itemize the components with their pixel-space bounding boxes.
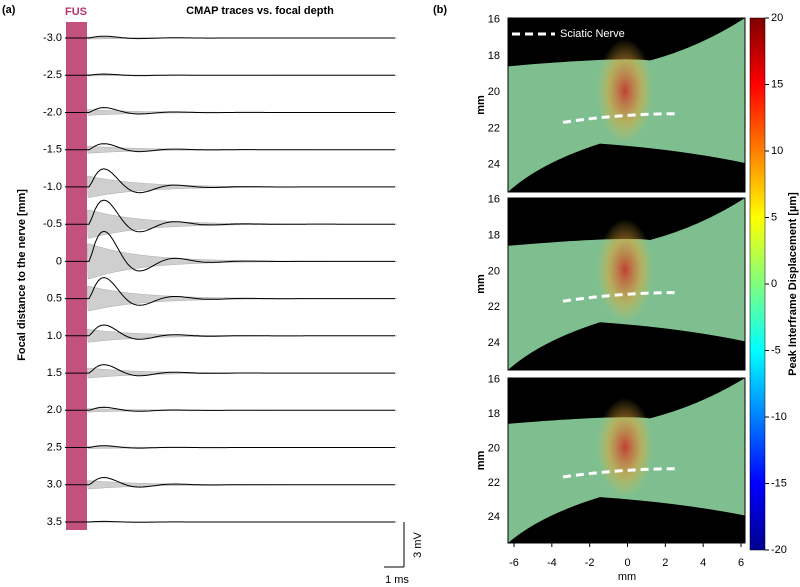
y-tick-label: 16 [488,374,500,386]
trace [65,520,395,523]
trace-label: 2.0 [47,404,62,416]
traces: -3.0 -2.5 -2.0 -1.5 -1.0 -0.5 0 0.5 1.0 1.5 2.0 2.5… [43,32,398,528]
trace [65,199,395,233]
trace [65,445,395,449]
colorbar-tick-label: -10 [771,411,787,423]
nerve-line [562,291,679,303]
trace-label: 1.5 [47,367,62,379]
trace-label: -1.0 [43,181,62,193]
y-tick-label: 22 [488,122,500,134]
y-tick-label: 22 [488,301,500,313]
trace [65,107,395,115]
x-tick-label: 6 [738,557,744,569]
y-tick-label: 18 [488,230,500,242]
trace [65,73,395,77]
trace [65,276,395,306]
hotspot [597,38,653,144]
hotspot [597,218,653,322]
trace-label: -3.0 [43,32,62,44]
trace-label: 3.5 [47,516,62,528]
nerve-line [562,467,679,479]
scale-label: 3 mV [412,532,424,558]
x-tick-label: 0 [624,557,630,569]
legend-label: Sciatic Nerve [560,28,625,40]
trace [65,143,395,153]
x-tick-label: 4 [700,557,706,569]
trace-label: -2.0 [43,106,62,118]
colorbar-tick-label: -15 [771,477,787,489]
stimulus-label: FUS [65,6,87,18]
nerve-line [562,112,679,124]
y-tick-label: 24 [488,159,500,171]
x-axis-label: mm [618,571,636,583]
y-tick-label: 24 [488,511,500,523]
panel-label: (a) [2,4,16,16]
trace-label: 1.0 [47,330,62,342]
trace-label: -1.5 [43,144,62,156]
y-tick-label: 22 [488,477,500,489]
y-axis-label: Focal distance to the nerve [mm] [16,189,28,361]
colorbar [749,17,766,551]
y-tick-label: 18 [488,408,500,420]
image-frame [507,377,746,544]
trace-label: 2.5 [47,441,62,453]
x-tick-label: -6 [509,557,519,569]
trace [65,35,395,40]
colorbar-tick-label: 20 [771,12,783,24]
scale-label: 1 ms [385,574,409,586]
y-tick-label: 16 [488,194,500,206]
colorbar-tick-label: 15 [771,78,783,90]
x-tick-label: 2 [662,557,668,569]
colorbar-tick-label: -5 [771,344,781,356]
y-axis-label: mm [475,95,487,115]
hotspot [597,397,653,497]
trace-label: 0 [56,255,62,267]
trace [65,230,395,272]
panel-label: (b) [433,4,447,16]
images: mm1618202224mm1618202224mm1618202224Scia… [475,12,787,569]
colorbar-tick-label: 10 [771,145,783,157]
trace [65,324,395,340]
colorbar-tick-label: 0 [771,278,777,290]
trace [65,406,395,412]
trace-label: 3.0 [47,479,62,491]
image-frame [507,17,746,193]
trace [65,364,395,377]
y-tick-label: 24 [488,337,500,349]
colorbar-tick-label: -20 [771,544,787,556]
trace-label: -2.5 [43,69,62,81]
trace-label: -0.5 [43,218,62,230]
x-tick-label: -2 [585,557,595,569]
x-tick-label: -4 [547,557,557,569]
y-tick-label: 18 [488,50,500,62]
image-frame [507,197,746,371]
trace [65,168,395,194]
trace-label: 0.5 [47,293,62,305]
y-tick-label: 20 [488,442,500,454]
y-axis-label: mm [475,451,487,471]
y-tick-label: 16 [488,14,500,26]
y-tick-label: 20 [488,265,500,277]
colorbar-label: Peak Interframe Displacement [µm] [787,192,799,376]
trace [65,476,395,488]
colorbar-tick-label: 5 [771,211,777,223]
y-tick-label: 20 [488,86,500,98]
stimulus-band [66,22,87,530]
y-axis-label: mm [475,274,487,294]
chart-title: CMAP traces vs. focal depth [186,5,334,17]
